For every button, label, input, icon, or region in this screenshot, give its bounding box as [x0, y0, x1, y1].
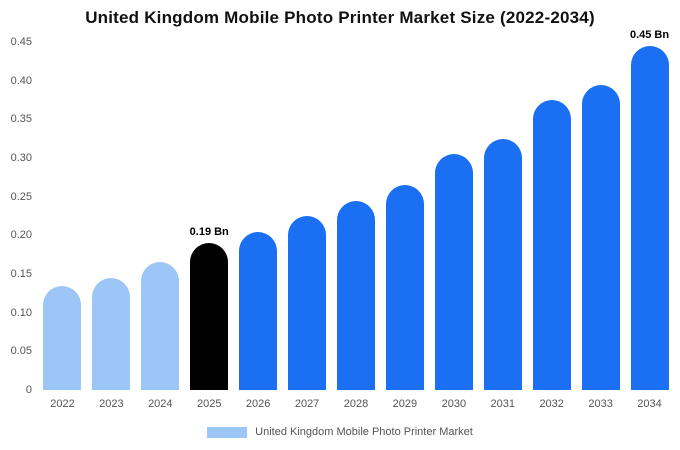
y-tick-label: 0.35	[10, 113, 32, 126]
bar-column	[87, 42, 136, 390]
bar-value-label: 0.19 Bn	[189, 226, 229, 239]
x-tick-label: 2022	[50, 398, 75, 410]
x-tick-label: 2026	[245, 398, 271, 410]
y-tick-label: 0.05	[10, 345, 32, 358]
y-tick-label: 0.15	[10, 268, 32, 280]
x-tick-label: 2030	[441, 398, 467, 410]
y-axis: 0 0.05 0.10 0.15 0.20 0.25 0.30 0.35 0.40 0.45	[0, 36, 34, 396]
bar-column: 0.45 Bn	[625, 29, 674, 390]
bar-column: 0.19 Bn	[185, 42, 234, 390]
bar-2030[interactable]	[434, 154, 473, 390]
bar-2025[interactable]	[190, 243, 229, 390]
bar-column	[136, 42, 185, 390]
x-tick-label: 2023	[99, 398, 124, 410]
bar-column	[283, 42, 332, 390]
bar-2023[interactable]	[92, 277, 131, 390]
plot-area: 0.19 Bn 0.45 Bn	[38, 29, 674, 390]
x-tick-label: 2029	[392, 398, 418, 410]
bar-2026[interactable]	[239, 231, 278, 390]
bar-column	[38, 42, 87, 390]
bar-2031[interactable]	[483, 138, 522, 390]
bar-column	[576, 42, 625, 390]
y-tick-label: 0	[25, 384, 32, 396]
x-tick-label: 2027	[294, 398, 320, 410]
x-tick-label: 2034	[637, 398, 662, 410]
bar-column	[478, 42, 527, 390]
y-tick-label: 0.25	[10, 190, 32, 203]
bar-2022[interactable]	[43, 285, 82, 390]
chart-title: United Kingdom Mobile Photo Printer Mark…	[85, 8, 595, 27]
bar-2029[interactable]	[385, 185, 424, 390]
y-tick-label: 0.10	[10, 306, 32, 319]
bar-2034[interactable]	[630, 45, 669, 390]
x-tick-label: 2024	[148, 398, 173, 410]
bar-2032[interactable]	[532, 100, 571, 390]
bar-column	[527, 42, 576, 390]
bar-2027[interactable]	[288, 216, 327, 390]
bar-column	[234, 42, 283, 390]
y-tick-label: 0.30	[10, 152, 32, 164]
x-tick-label: 2028	[343, 398, 369, 410]
bar-column	[429, 42, 478, 390]
bar-2033[interactable]	[581, 84, 620, 390]
x-tick-label: 2025	[196, 398, 222, 410]
legend[interactable]: United Kingdom Mobile Photo Printer Mark…	[0, 426, 680, 438]
x-tick-label: 2031	[490, 398, 515, 410]
bar-column	[332, 42, 381, 390]
x-axis: 2022 2023 2024 2025 2026 2027 2028 2029 2030 2031…	[38, 398, 674, 410]
legend-label: United Kingdom Mobile Photo Printer Mark…	[255, 426, 473, 438]
y-tick-label: 0.45	[10, 36, 32, 48]
bar-2024[interactable]	[141, 262, 180, 390]
y-tick-label: 0.20	[10, 229, 32, 242]
x-tick-label: 2032	[539, 398, 564, 410]
bar-column	[380, 42, 429, 390]
bar-2028[interactable]	[336, 200, 375, 390]
bar-value-label: 0.45 Bn	[629, 28, 670, 41]
x-tick-label: 2033	[588, 398, 613, 410]
y-tick-label: 0.40	[10, 74, 32, 87]
legend-swatch	[207, 426, 248, 438]
